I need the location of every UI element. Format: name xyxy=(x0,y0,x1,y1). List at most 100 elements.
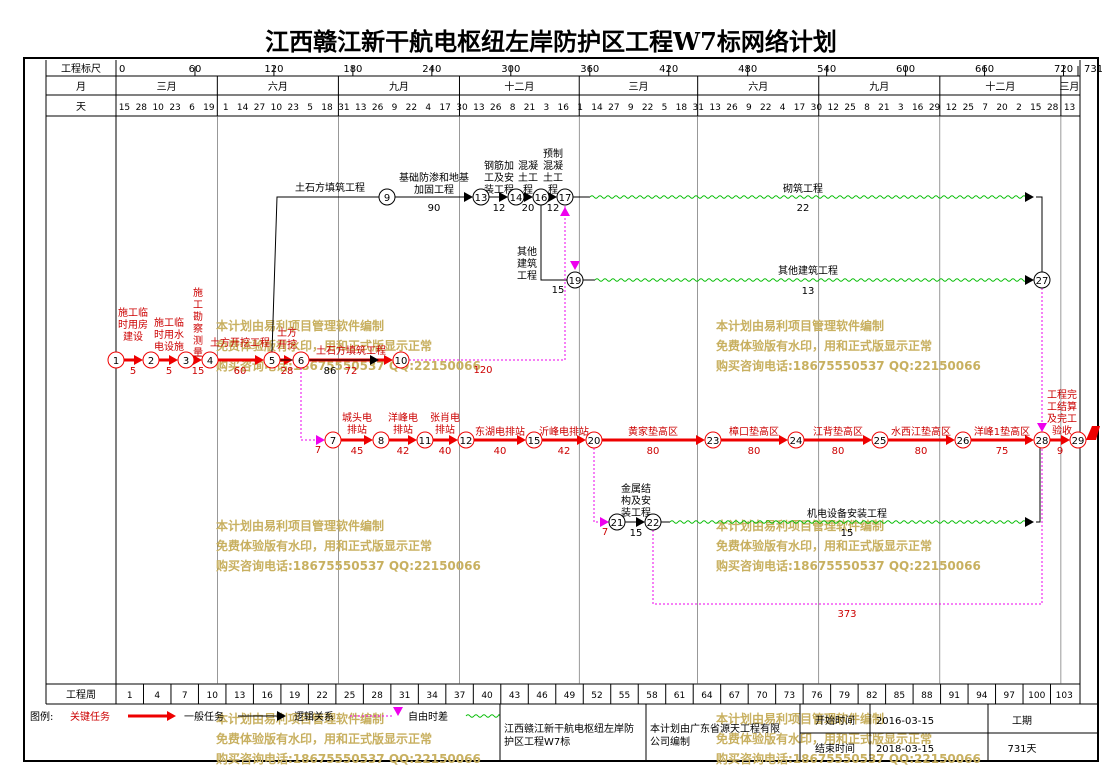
legend-float-wave xyxy=(465,714,501,718)
arrow-head xyxy=(779,435,788,445)
task-name: 钢筋加 xyxy=(484,159,514,172)
float-label: 373 xyxy=(837,609,856,620)
task-duration: 20 xyxy=(522,203,535,214)
week-label: 55 xyxy=(619,691,630,701)
task-name: 排站 xyxy=(435,423,455,436)
arrow-head xyxy=(370,355,379,365)
task-float-wave xyxy=(669,520,1027,524)
task-name: 工程 xyxy=(517,270,537,282)
task-name: 排站 xyxy=(347,423,367,436)
node-circle xyxy=(787,431,805,449)
day-label: 18 xyxy=(676,103,688,113)
task-name: 及完工 xyxy=(1047,412,1077,425)
watermark-line3: 购买咨询电话:18675550537 QQ:22150066 xyxy=(716,358,981,373)
day-label: 17 xyxy=(439,103,450,113)
watermark-line3: 购买咨询电话:18675550537 QQ:22150066 xyxy=(216,751,481,766)
day-label: 13 xyxy=(1064,103,1075,113)
arrow-head xyxy=(1025,435,1034,445)
day-label: 22 xyxy=(406,103,417,113)
task-name: 樟口垫高区 xyxy=(729,425,779,438)
node-number: 10 xyxy=(395,356,408,367)
day-label: 25 xyxy=(963,103,974,113)
watermark-block: 本计划由易利项目管理软件编制免费体验版有水印，用和正式版显示正常购买咨询电话:1… xyxy=(216,518,481,573)
day-label: 22 xyxy=(760,103,771,113)
arrow-head xyxy=(384,355,393,365)
float-line-10-17 xyxy=(409,205,566,361)
node-circle xyxy=(1069,431,1087,449)
node-circle xyxy=(263,351,281,369)
week-label: 34 xyxy=(426,691,438,701)
node-circle xyxy=(1033,431,1051,449)
task-name: 装工程 xyxy=(484,183,514,196)
legend-label: 图例: xyxy=(30,710,53,723)
node-number: 25 xyxy=(874,436,887,447)
watermark-block: 本计划由易利项目管理软件编制免费体验版有水印，用和正式版显示正常购买咨询电话:1… xyxy=(716,518,981,573)
day-label: 28 xyxy=(136,103,148,113)
watermark-line1: 本计划由易利项目管理软件编制 xyxy=(716,518,884,533)
arrow-head xyxy=(863,435,872,445)
watermark-line3: 购买咨询电话:18675550537 QQ:22150066 xyxy=(216,558,481,573)
task-name: 黄家垫高区 xyxy=(628,425,678,438)
day-label: 31 xyxy=(693,103,704,113)
month-label: 十二月 xyxy=(504,80,534,93)
footer-company: 公司编制 xyxy=(650,735,690,748)
task-duration: 90 xyxy=(428,203,441,214)
day-label: 21 xyxy=(524,103,535,113)
node-number: 8 xyxy=(378,436,384,447)
float-line-22-28 xyxy=(652,448,1043,605)
week-label: 40 xyxy=(481,691,493,701)
arrow-head xyxy=(1025,192,1034,202)
outer-frame xyxy=(23,57,1099,762)
arrow-head xyxy=(193,355,202,365)
node-number: 20 xyxy=(588,436,601,447)
day-label: 29 xyxy=(929,103,941,113)
node-circle xyxy=(954,431,972,449)
task-name: 沂峰电排站 xyxy=(539,425,589,438)
day-label: 10 xyxy=(152,103,164,113)
task-name: 建筑 xyxy=(517,257,537,270)
week-label: 46 xyxy=(536,691,548,701)
task-name: 测 xyxy=(193,334,203,347)
node-number: 7 xyxy=(330,436,336,447)
watermark-line3: 购买咨询电话:18675550537 QQ:22150066 xyxy=(216,358,481,373)
task-duration: 15 xyxy=(630,528,643,539)
scale-tick-label: 480 xyxy=(738,64,757,75)
day-label: 5 xyxy=(662,103,668,113)
arrow-head xyxy=(364,435,373,445)
arrow-head xyxy=(560,207,570,216)
task-duration: 86 xyxy=(324,366,337,377)
legend-normal-label: 一般任务 xyxy=(184,710,224,723)
node-circle xyxy=(107,351,125,369)
week-label: 58 xyxy=(646,691,658,701)
watermark-line2: 免费体验版有水印，用和正式版显示正常 xyxy=(216,538,432,553)
week-label: 67 xyxy=(729,691,740,701)
day-row-label: 天 xyxy=(76,102,86,113)
task-name: 察 xyxy=(193,322,203,335)
task-name: 土方开挖工程 xyxy=(210,336,270,349)
task-name: 工及安 xyxy=(484,171,514,184)
task-name: 洋峰电 xyxy=(388,411,418,424)
task-duration: 13 xyxy=(802,286,815,297)
task-float-wave xyxy=(594,278,1027,282)
watermark-line1: 本计划由易利项目管理软件编制 xyxy=(716,318,884,333)
week-label: 43 xyxy=(509,691,520,701)
day-label: 7 xyxy=(982,103,988,113)
node-circle xyxy=(525,431,543,449)
scale-tick-label: 120 xyxy=(264,64,283,75)
node-circle xyxy=(378,188,396,206)
day-label: 21 xyxy=(878,103,889,113)
logic-line-5-9 xyxy=(271,196,379,353)
arrow-head xyxy=(946,435,955,445)
watermark-line3: 购买咨询电话:18675550537 QQ:22150066 xyxy=(716,558,981,573)
scale-tick-label: 720 xyxy=(1054,64,1073,75)
watermark-block: 本计划由易利项目管理软件编制免费体验版有水印，用和正式版显示正常购买咨询电话:1… xyxy=(216,318,481,373)
task-duration: 75 xyxy=(996,446,1009,457)
scale-tick-label: 660 xyxy=(975,64,994,75)
arrow-head xyxy=(169,355,178,365)
task-duration: 12 xyxy=(547,203,560,214)
week-label: 37 xyxy=(454,691,465,701)
task-name: 时用水 xyxy=(154,329,184,341)
task-duration: 28 xyxy=(281,366,294,377)
legend-logic-label: 逻辑关系 xyxy=(294,710,334,723)
scale-tick-label: 60 xyxy=(189,64,202,75)
